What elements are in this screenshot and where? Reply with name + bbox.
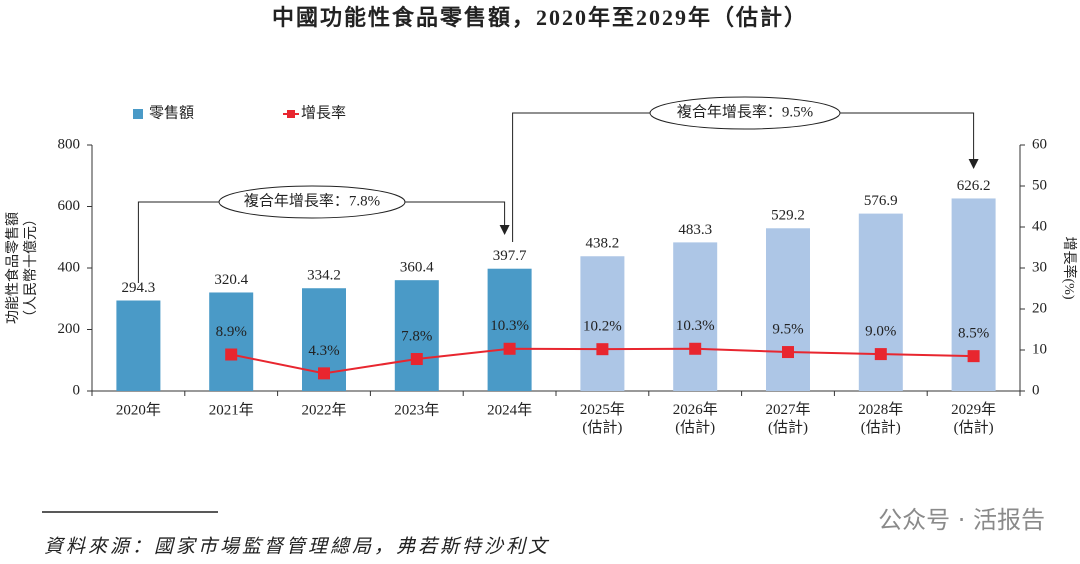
x-tick-label: 2021年 — [209, 401, 254, 418]
legend-label: 零售額 — [149, 104, 194, 121]
line-marker — [874, 348, 887, 361]
x-tick-label: 2022年 — [301, 401, 346, 418]
y2-tick-label: 30 — [1032, 259, 1047, 275]
y2-tick-label: 0 — [1032, 382, 1040, 398]
y2-tick-label: 60 — [1032, 136, 1047, 152]
bar-value-label: 576.9 — [864, 193, 898, 209]
line-value-label: 8.5% — [958, 326, 989, 342]
line-marker — [410, 353, 423, 366]
x-tick-label: 2029年(估計) — [951, 401, 996, 436]
bar-value-label: 334.2 — [307, 268, 341, 284]
legend-swatch — [133, 109, 143, 119]
bar — [766, 228, 810, 391]
line-marker — [967, 350, 980, 363]
annotation-bracket — [512, 112, 650, 242]
bar — [394, 280, 439, 391]
chart-title: 中國功能性食品零售額，2020年至2029年（估計） — [272, 5, 808, 30]
y2-tick-label: 50 — [1032, 177, 1047, 193]
legend-label: 增長率 — [301, 104, 346, 121]
y2-tick-label: 10 — [1032, 341, 1047, 357]
y-tick-label: 400 — [58, 259, 81, 275]
bar — [673, 242, 718, 391]
line-marker — [318, 367, 330, 380]
bar — [858, 213, 903, 391]
bar — [487, 268, 532, 391]
line-value-label: 7.8% — [401, 328, 432, 344]
y-tick-label: 200 — [58, 321, 81, 337]
line-value-label: 10.3% — [490, 318, 529, 334]
annotation-bubble — [649, 96, 841, 130]
y2-tick-label: 20 — [1032, 300, 1047, 316]
bar — [116, 300, 161, 391]
x-tick-label: 2026年(估計) — [673, 401, 718, 436]
annotation-label: 複合年增長率：7.8% — [244, 192, 380, 209]
annotation-bracket — [137, 201, 219, 283]
annotation-bracket — [405, 201, 510, 235]
legend-swatch — [287, 110, 295, 118]
line-marker — [689, 342, 702, 355]
x-tick-label: 2027年(估計) — [765, 401, 810, 436]
bar-value-label: 529.2 — [771, 208, 805, 224]
bar-value-label: 483.3 — [678, 222, 712, 238]
x-tick-label: 2023年 — [394, 401, 439, 418]
y2-axis-label: 增長率(%) — [1061, 237, 1078, 300]
watermark: 公众号 · 活报告 — [878, 506, 1045, 534]
y2-tick-label: 40 — [1032, 218, 1047, 234]
bar-value-label: 320.4 — [214, 272, 248, 288]
line-marker — [782, 346, 794, 359]
line-value-label: 9.0% — [865, 324, 896, 340]
annotation-bubble — [218, 185, 406, 219]
y-tick-label: 0 — [73, 382, 81, 398]
annotation-label: 複合年增長率：9.5% — [677, 103, 813, 120]
line-value-label: 10.3% — [676, 318, 715, 334]
y-tick-label: 600 — [58, 198, 81, 214]
line-marker — [503, 342, 516, 355]
line-value-label: 8.9% — [216, 324, 247, 340]
x-tick-label: 2025年(估計) — [580, 401, 625, 436]
bar-value-label: 438.2 — [586, 236, 620, 252]
x-tick-label: 2024年 — [487, 401, 532, 418]
line-value-label: 4.3% — [308, 343, 339, 359]
line-marker — [596, 343, 609, 356]
source: 資料來源：國家市場監督管理總局，弗若斯特沙利文 — [44, 535, 550, 557]
bar-value-label: 360.4 — [400, 260, 434, 276]
bar — [580, 256, 625, 391]
line-marker — [225, 348, 238, 361]
x-tick-label: 2028年(估計) — [858, 401, 903, 436]
line-value-label: 10.2% — [583, 319, 622, 335]
line-value-label: 9.5% — [772, 321, 803, 337]
y-axis-label: 功能性食品零售額 （人民幣十億元） — [4, 212, 39, 324]
bar-value-label: 626.2 — [957, 178, 991, 194]
y-tick-label: 800 — [58, 136, 81, 152]
x-tick-label: 2020年 — [116, 401, 161, 418]
annotation-bracket — [840, 112, 979, 169]
bar-value-label: 294.3 — [122, 280, 156, 296]
bar-value-label: 397.7 — [493, 248, 527, 264]
bar — [209, 292, 254, 391]
